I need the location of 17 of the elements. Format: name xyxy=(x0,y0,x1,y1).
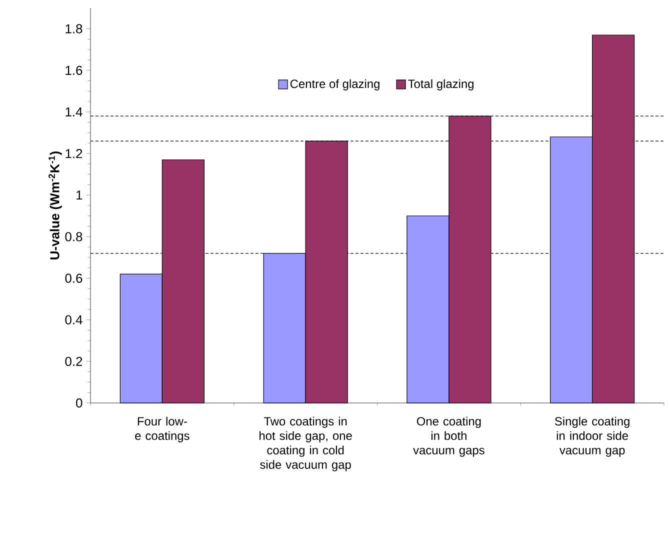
x-tick-label: Single coating in indoor side vacuum gap xyxy=(554,416,630,457)
y-tick-label: 0.2 xyxy=(65,356,82,366)
y-tick-label: 1.2 xyxy=(66,148,82,158)
y-axis-title: U-value (Wm$^{-2}$K$^{-1}$) xyxy=(48,152,62,260)
y-tick-label: 0.4 xyxy=(65,315,82,324)
x-tick-label: Four low-e coatings xyxy=(135,416,190,442)
legend-label: Total glazing xyxy=(408,79,474,90)
y-tick-label: 0 xyxy=(76,398,82,408)
y-tick-label: 0.8 xyxy=(65,232,82,242)
legend-label: Centre of glazing xyxy=(290,79,380,90)
y-tick-label: 0.6 xyxy=(65,274,82,283)
y-tick-label: 1.6 xyxy=(66,66,82,75)
x-tick-label: Two coatings in hot side gap, one coating in cold side vacuum gap xyxy=(260,416,352,472)
y-tick-label: 1.8 xyxy=(66,24,82,34)
y-tick-label: 1.4 xyxy=(66,107,82,116)
x-tick-label: One coating in both vacuum gaps xyxy=(413,416,484,457)
y-tick-label: 1 xyxy=(76,190,82,200)
